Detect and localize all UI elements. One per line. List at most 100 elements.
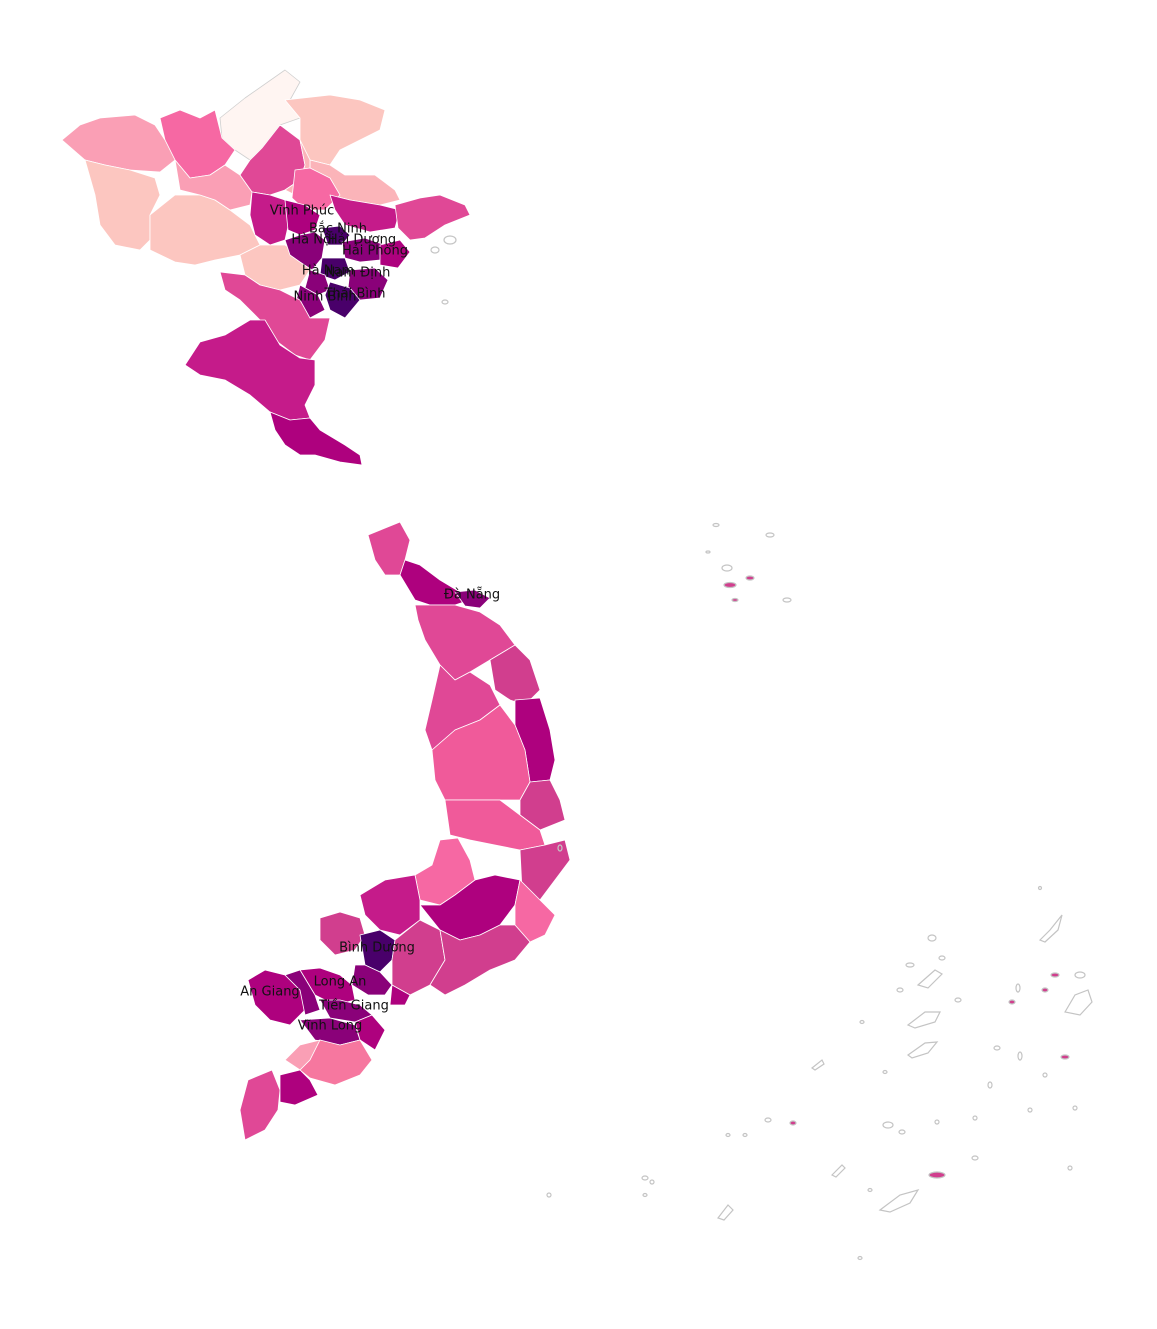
province-ho-chi-minh	[351, 964, 393, 996]
island	[441, 299, 449, 305]
label-da-nang: Đà Nẵng	[444, 588, 500, 603]
island	[765, 532, 775, 538]
province-da-nang	[454, 589, 491, 609]
province-bac-lieu	[279, 1069, 319, 1106]
province-hai-phong	[379, 239, 411, 269]
province-tay-ninh	[319, 911, 366, 956]
island	[928, 1171, 946, 1179]
island	[712, 522, 720, 528]
island	[745, 575, 755, 581]
island	[938, 955, 946, 961]
island	[1038, 914, 1063, 943]
island	[1037, 885, 1043, 891]
island	[859, 1019, 865, 1025]
island	[721, 564, 733, 572]
island	[905, 962, 915, 968]
island	[641, 1175, 649, 1181]
province-binh-phuoc	[359, 874, 421, 936]
label-vinh-phuc: Vĩnh Phúc	[270, 204, 335, 219]
province-soc-trang	[299, 1039, 373, 1086]
island	[1064, 989, 1093, 1016]
province-long-an	[299, 967, 356, 1006]
province-ba-ria	[389, 984, 411, 1006]
island	[705, 550, 711, 554]
province-hung-yen	[319, 257, 351, 281]
province-lai-chau	[61, 114, 176, 173]
province-dong-thap	[284, 969, 321, 1016]
island	[443, 235, 457, 245]
label-tien-giang: Tiền Giang	[318, 999, 389, 1014]
label-vinh-long: Vĩnh Long	[298, 1019, 363, 1034]
island	[1067, 1165, 1073, 1171]
island	[742, 1132, 748, 1138]
island	[896, 987, 904, 993]
province-nam-dinh	[324, 281, 361, 319]
island	[430, 246, 440, 254]
island	[717, 1204, 734, 1221]
province-nghe-an	[184, 319, 316, 421]
island	[954, 997, 962, 1003]
island	[830, 1164, 846, 1178]
island	[867, 1187, 873, 1193]
island	[1050, 972, 1060, 978]
island	[898, 1129, 906, 1135]
label-hai-duong: Hải Dương	[328, 233, 396, 248]
island	[934, 1119, 940, 1125]
island	[1027, 1107, 1033, 1113]
island	[725, 1132, 731, 1138]
island	[971, 1155, 979, 1161]
province-thanh-hoa	[219, 271, 331, 361]
label-ha-noi: Hà Nội	[291, 233, 334, 248]
island	[546, 1192, 552, 1198]
island	[1015, 983, 1021, 993]
island	[987, 1081, 993, 1089]
island	[857, 1255, 863, 1261]
island	[731, 597, 739, 603]
label-thai-binh: Thái Bình	[324, 287, 386, 302]
label-long-an: Long An	[314, 975, 367, 990]
island	[810, 1059, 825, 1071]
label-binh-duong: Bình Dương	[339, 941, 415, 956]
province-cao-bang	[284, 94, 386, 166]
label-bac-ninh: Bắc Ninh	[309, 222, 367, 237]
province-quang-nam	[414, 604, 516, 681]
label-nam-dinh: Nam Định	[326, 266, 391, 281]
island	[1008, 999, 1016, 1005]
island	[927, 934, 937, 942]
island	[789, 1120, 797, 1126]
island	[649, 1179, 655, 1185]
island	[764, 1117, 772, 1123]
north-region	[61, 69, 471, 466]
province-kien-giang	[239, 1069, 281, 1141]
island	[1072, 1105, 1078, 1111]
island	[782, 597, 792, 603]
province-quang-ninh	[394, 194, 471, 241]
province-bac-giang	[329, 194, 401, 233]
island	[1017, 1051, 1023, 1061]
label-ha-nam: Hà Nam	[302, 264, 354, 279]
province-labels: Vĩnh Phúc Bắc Ninh Hà Nội Hải Dương Hải …	[240, 204, 500, 1034]
island	[723, 581, 737, 589]
island	[993, 1045, 1001, 1051]
island	[1074, 971, 1086, 979]
label-hai-phong: Hải Phòng	[342, 244, 408, 259]
islands	[430, 235, 1093, 1261]
label-ninh-binh: Ninh Bình	[294, 290, 357, 305]
province-yen-bai	[174, 159, 253, 211]
island	[1041, 987, 1049, 993]
label-an-giang: An Giang	[240, 985, 299, 1000]
island	[916, 969, 943, 989]
island	[906, 1041, 939, 1059]
island	[557, 844, 563, 852]
province-dak-nong	[414, 837, 476, 906]
province-ha-tinh	[269, 411, 363, 466]
central-region	[367, 521, 571, 901]
province-vinh-phuc	[284, 199, 321, 236]
island	[1060, 1054, 1070, 1060]
island	[906, 1011, 941, 1029]
province-dien-bien	[84, 159, 161, 251]
south-region	[239, 837, 556, 1141]
province-ha-nam	[304, 269, 331, 296]
island	[642, 1192, 648, 1198]
